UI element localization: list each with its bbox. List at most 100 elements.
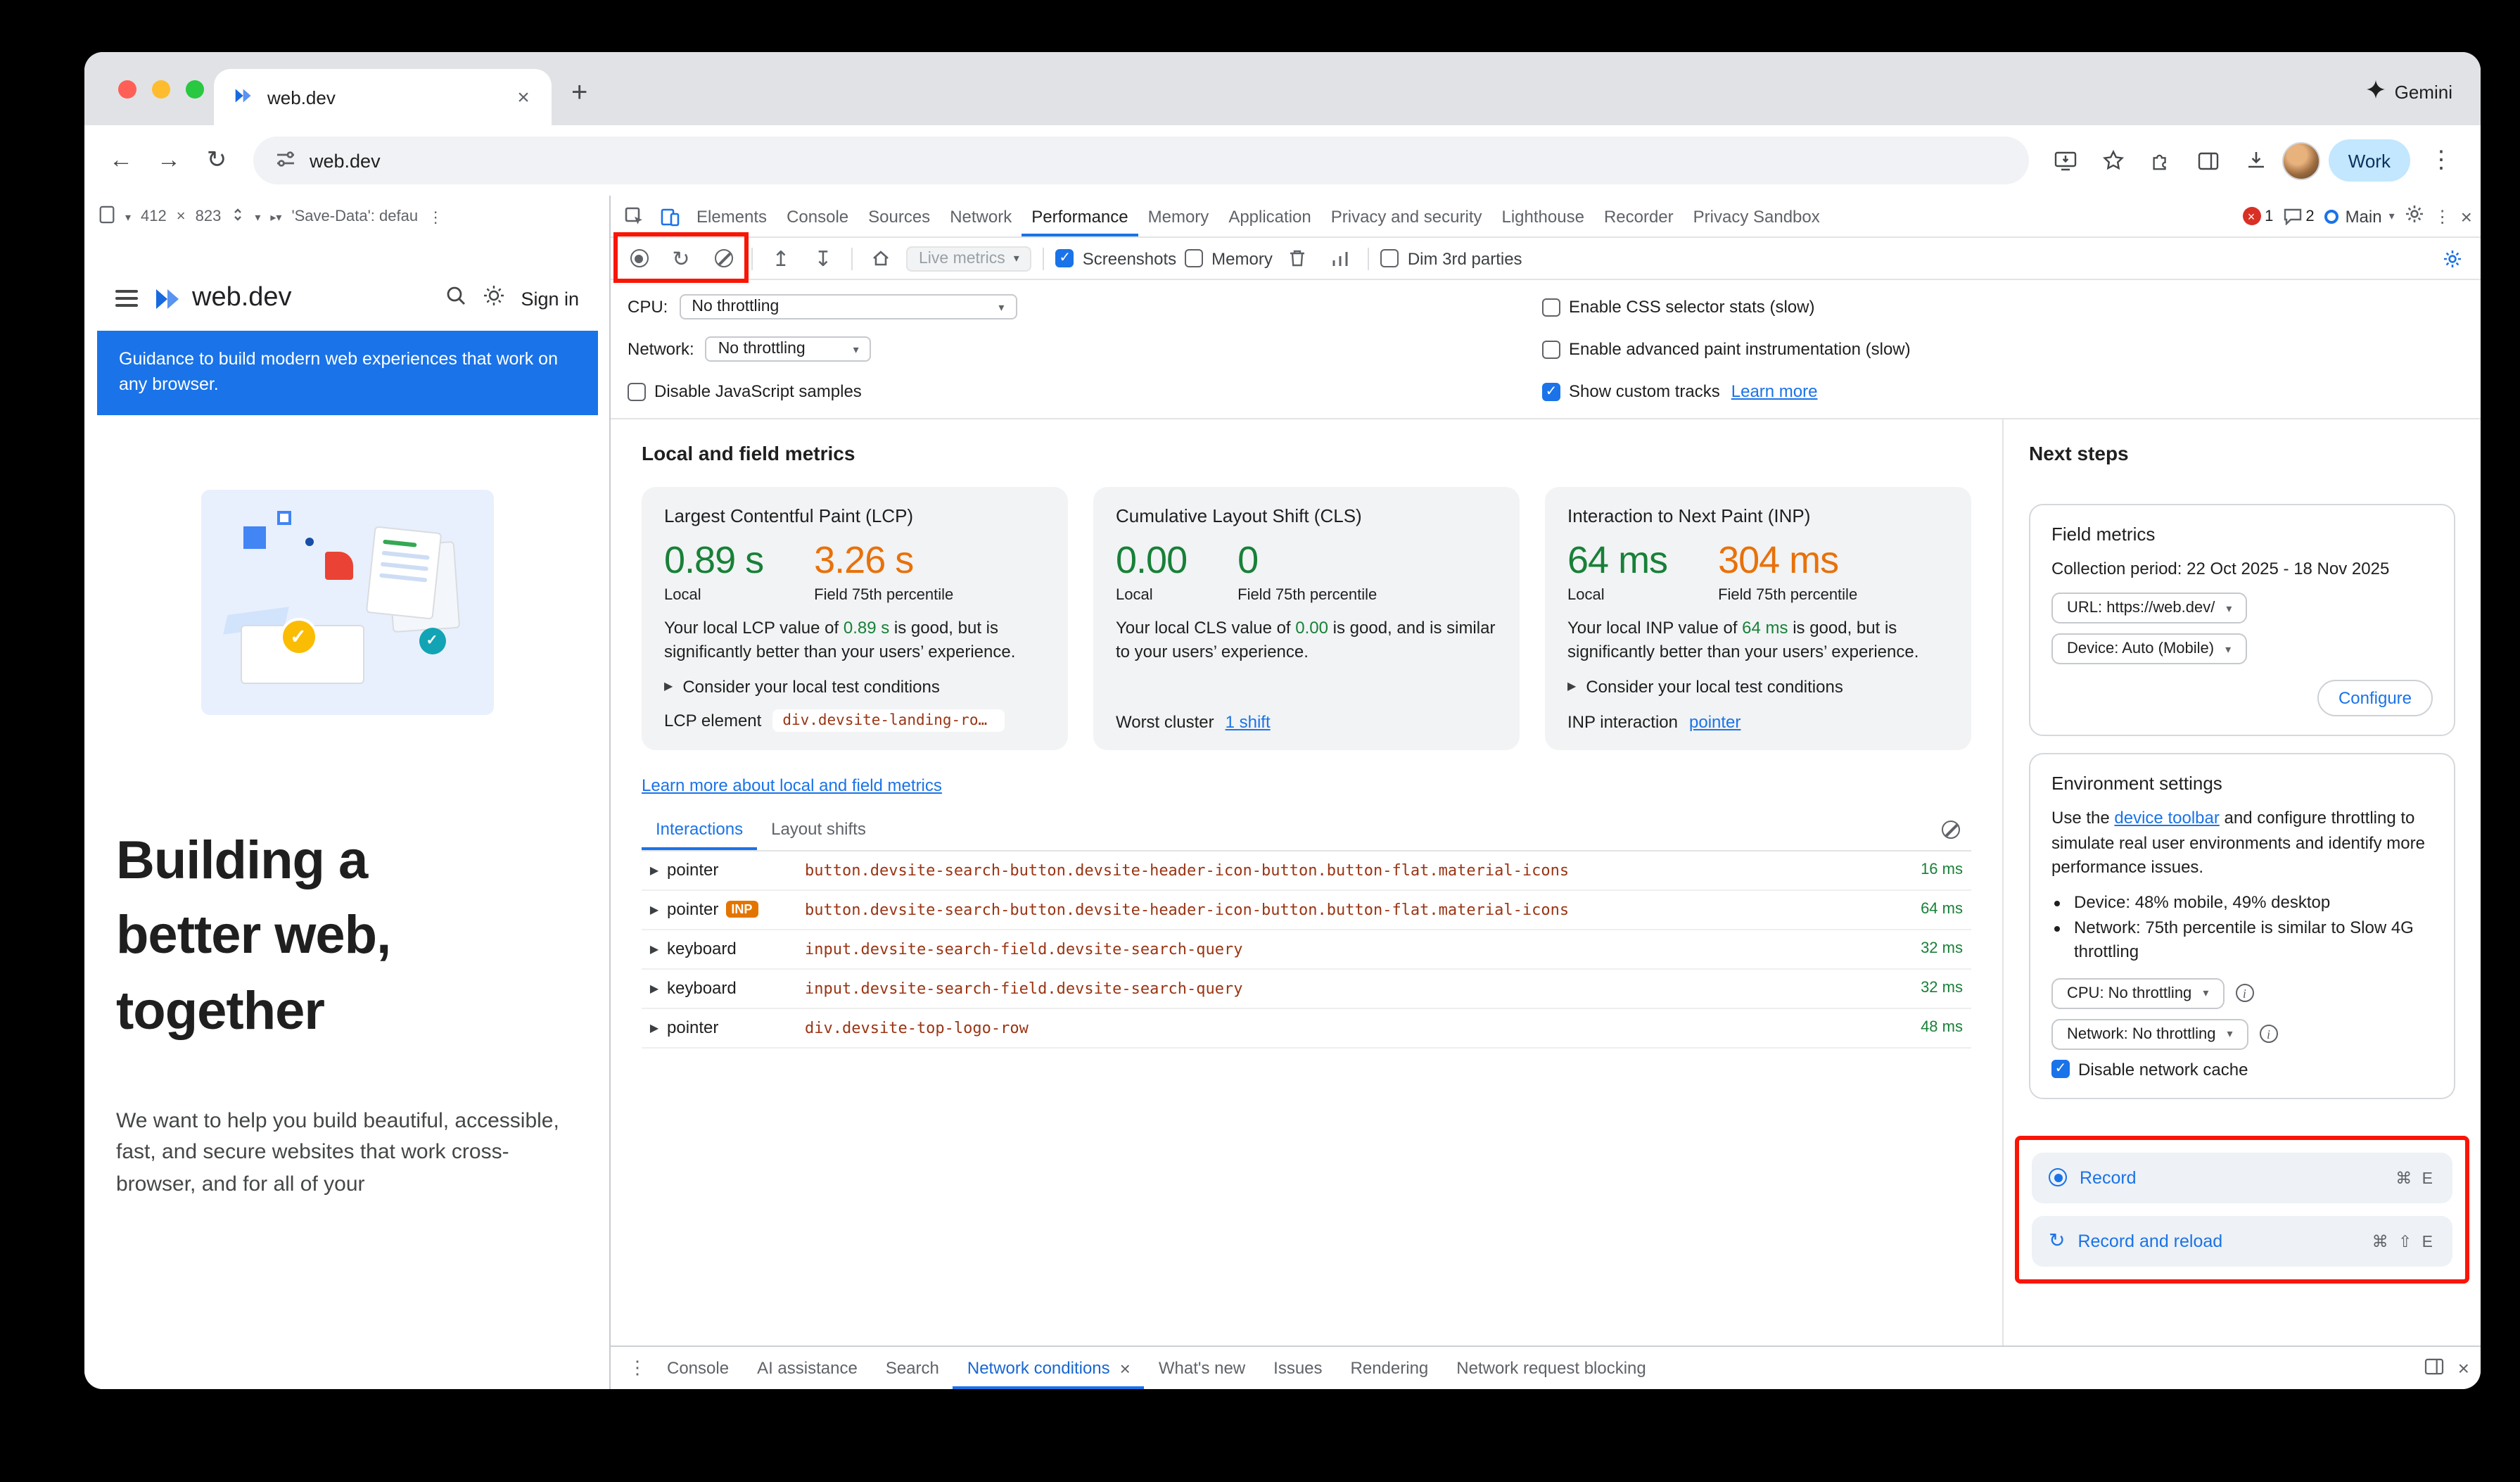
- drawer-close-icon[interactable]: ×: [2457, 1357, 2469, 1379]
- drawer-tab-network-conditions[interactable]: Network conditions ×: [953, 1347, 1145, 1389]
- interaction-row[interactable]: ▶ pointer div.devsite-top-logo-row 48 ms: [642, 1008, 1971, 1049]
- drawer-tab-ai-assistance[interactable]: AI assistance: [757, 1358, 858, 1378]
- drawer-tab-network-request-blocking[interactable]: Network request blocking: [1456, 1358, 1646, 1378]
- clear-interactions-icon[interactable]: [1942, 820, 1960, 839]
- tab-application[interactable]: Application: [1228, 206, 1311, 226]
- stats-icon[interactable]: [1323, 241, 1357, 275]
- drawer-tab-issues[interactable]: Issues: [1273, 1358, 1323, 1378]
- devtools-close-icon[interactable]: ×: [2460, 205, 2472, 227]
- profile-chip[interactable]: Work: [2328, 139, 2410, 182]
- forward-button[interactable]: →: [157, 146, 181, 173]
- new-tab-button[interactable]: +: [571, 77, 588, 108]
- garbage-collect-icon[interactable]: [1281, 241, 1315, 275]
- screenshots-checkbox[interactable]: Screenshots: [1055, 248, 1176, 268]
- inp-test-conditions-expander[interactable]: ▶ Consider your local test conditions: [1567, 676, 1843, 697]
- tab-sources[interactable]: Sources: [868, 206, 931, 226]
- tab-interactions[interactable]: Interactions: [642, 809, 757, 849]
- context-selector[interactable]: Main ▾: [2324, 206, 2395, 226]
- site-logo[interactable]: web.dev: [153, 283, 292, 314]
- save-profile-icon[interactable]: ↧: [814, 247, 832, 271]
- browser-tab[interactable]: web.dev ×: [214, 69, 552, 125]
- devtools-menu-icon[interactable]: ⋮: [2433, 206, 2451, 226]
- tab-console[interactable]: Console: [787, 206, 849, 226]
- paint-instrumentation-checkbox[interactable]: Enable advanced paint instrumentation (s…: [1542, 339, 1911, 359]
- network-throttling-select[interactable]: No throttling ▾: [705, 336, 872, 362]
- load-profile-icon[interactable]: ↥: [772, 247, 790, 271]
- close-icon[interactable]: ×: [1119, 1357, 1131, 1379]
- drawer-menu-icon[interactable]: ⋮: [628, 1357, 647, 1378]
- address-bar[interactable]: web.dev: [253, 137, 2029, 184]
- interaction-row[interactable]: ▶ pointer INP button.devsite-search-butt…: [642, 890, 1971, 930]
- error-badge[interactable]: × 1: [2242, 207, 2273, 225]
- memory-checkbox[interactable]: Memory: [1185, 248, 1273, 268]
- record-and-reload-icon[interactable]: ↻: [672, 247, 690, 271]
- lcp-element-chip[interactable]: div.devsite-landing-row-ite…: [772, 709, 1005, 732]
- inspect-element-icon[interactable]: [616, 196, 651, 236]
- throttle-caret-icon[interactable]: ▸▾: [270, 210, 282, 223]
- browser-menu-icon[interactable]: ⋮: [2429, 146, 2453, 173]
- info-icon[interactable]: i: [2235, 984, 2254, 1003]
- side-panel-icon[interactable]: [2187, 138, 2232, 183]
- back-button[interactable]: ←: [109, 146, 133, 173]
- tab-network[interactable]: Network: [950, 206, 1012, 226]
- live-metrics-home-icon[interactable]: [864, 241, 898, 275]
- zoom-caret-icon[interactable]: ▾: [255, 210, 261, 223]
- window-close-button[interactable]: [118, 80, 136, 99]
- profile-avatar[interactable]: [2282, 141, 2320, 179]
- lcp-test-conditions-expander[interactable]: ▶ Consider your local test conditions: [664, 676, 940, 697]
- info-icon[interactable]: i: [2259, 1025, 2278, 1044]
- device-toolbar-link[interactable]: device toolbar: [2114, 808, 2220, 828]
- expand-chevron-icon[interactable]: ▶: [649, 942, 659, 956]
- interaction-row[interactable]: ▶ pointer button.devsite-search-button.d…: [642, 851, 1971, 891]
- zoom-select-icon[interactable]: [231, 207, 245, 227]
- devtools-settings-gear-icon[interactable]: [2405, 204, 2424, 228]
- install-icon[interactable]: [2043, 138, 2088, 183]
- reload-button[interactable]: ↻: [206, 146, 227, 173]
- tab-layout-shifts[interactable]: Layout shifts: [771, 819, 866, 840]
- inp-interaction-link[interactable]: pointer: [1689, 711, 1741, 732]
- gemini-button[interactable]: Gemini: [2366, 80, 2452, 103]
- window-minimize-button[interactable]: [152, 80, 170, 99]
- menu-hamburger-icon[interactable]: [115, 290, 137, 307]
- show-custom-tracks-checkbox[interactable]: Show custom tracks: [1542, 381, 1720, 401]
- downloads-icon[interactable]: [2234, 138, 2279, 183]
- drawer-tab-whats-new[interactable]: What's new: [1158, 1358, 1246, 1378]
- expand-chevron-icon[interactable]: ▶: [649, 982, 659, 995]
- disable-network-cache-checkbox[interactable]: Disable network cache: [2051, 1059, 2433, 1079]
- env-network-select[interactable]: Network: No throttling ▾: [2051, 1018, 2248, 1050]
- learn-local-field-link[interactable]: Learn more about local and field metrics: [642, 775, 942, 795]
- capture-settings-gear-icon[interactable]: [2436, 241, 2469, 275]
- interaction-row[interactable]: ▶ keyboard input.devsite-search-field.de…: [642, 930, 1971, 970]
- cpu-throttling-select[interactable]: No throttling ▾: [679, 294, 1017, 319]
- device-dimensions-caret-icon[interactable]: ▾: [125, 210, 132, 223]
- learn-more-link[interactable]: Learn more: [1731, 381, 1818, 401]
- record-and-reload-button[interactable]: ↻ Record and reload ⌘ ⇧ E: [2032, 1215, 2452, 1267]
- css-selector-stats-checkbox[interactable]: Enable CSS selector stats (slow): [1542, 297, 1814, 317]
- tab-lighthouse[interactable]: Lighthouse: [1501, 206, 1584, 226]
- expand-chevron-icon[interactable]: ▶: [649, 1021, 659, 1034]
- tab-close-icon[interactable]: ×: [517, 85, 530, 109]
- disable-js-samples-checkbox[interactable]: Disable JavaScript samples: [628, 381, 862, 401]
- expand-chevron-icon[interactable]: ▶: [649, 863, 659, 877]
- sign-in-link[interactable]: Sign in: [521, 288, 579, 309]
- tab-performance[interactable]: Performance: [1022, 196, 1138, 236]
- interaction-target-link[interactable]: input.devsite-search-field.devsite-searc…: [805, 979, 1243, 998]
- device-toolbar-menu-icon[interactable]: ⋮: [428, 209, 444, 226]
- tab-privacy-sandbox[interactable]: Privacy Sandbox: [1693, 206, 1820, 226]
- interaction-target-link[interactable]: button.devsite-search-button.devsite-hea…: [805, 900, 1570, 919]
- dock-side-icon[interactable]: [2424, 1357, 2444, 1379]
- interaction-target-link[interactable]: div.devsite-top-logo-row: [805, 1018, 1029, 1037]
- bookmark-star-icon[interactable]: [2091, 138, 2136, 183]
- clear-icon[interactable]: [706, 241, 740, 275]
- interaction-target-link[interactable]: input.devsite-search-field.devsite-searc…: [805, 939, 1243, 958]
- dim-third-parties-checkbox[interactable]: Dim 3rd parties: [1380, 248, 1522, 268]
- theme-toggle-icon[interactable]: [483, 284, 505, 313]
- interaction-target-link[interactable]: button.devsite-search-button.devsite-hea…: [805, 861, 1570, 880]
- save-data-select[interactable]: 'Save-Data': defau: [291, 208, 419, 225]
- expand-chevron-icon[interactable]: ▶: [649, 903, 659, 916]
- extensions-puzzle-icon[interactable]: [2139, 138, 2184, 183]
- interaction-row[interactable]: ▶ keyboard input.devsite-search-field.de…: [642, 969, 1971, 1009]
- issues-badge[interactable]: 2: [2283, 208, 2315, 224]
- tab-elements[interactable]: Elements: [696, 206, 768, 226]
- drawer-tab-rendering[interactable]: Rendering: [1350, 1358, 1429, 1378]
